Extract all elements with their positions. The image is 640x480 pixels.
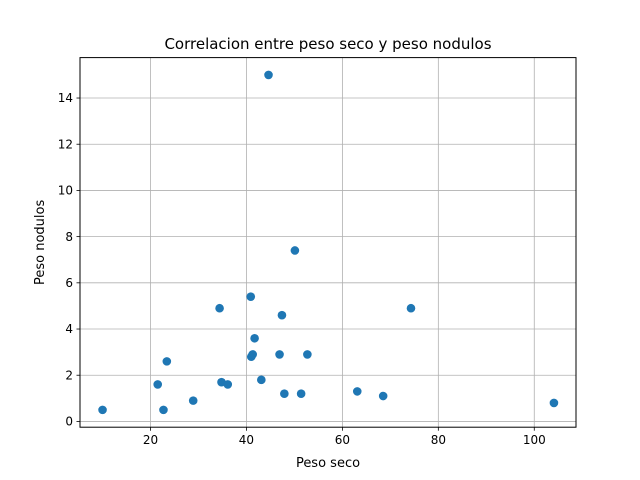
x-tick-label: 40 <box>239 433 254 447</box>
data-point <box>98 405 107 415</box>
x-tick-label: 20 <box>143 433 158 447</box>
y-tick-label: 4 <box>65 322 73 336</box>
ticks-layer: 20 40 60 80 100 0 2 4 6 8 10 12 14 <box>58 91 546 447</box>
grid-layer <box>80 57 576 428</box>
y-axis-label: Peso nodulos <box>33 200 48 285</box>
data-point <box>250 333 259 343</box>
x-tick-label: 60 <box>335 433 350 447</box>
data-point <box>277 310 287 320</box>
data-point <box>275 350 284 359</box>
data-point <box>378 391 388 401</box>
data-point <box>159 405 168 415</box>
y-tick-label: 8 <box>65 230 73 244</box>
data-point <box>153 380 163 389</box>
data-point <box>248 350 257 359</box>
y-tick-label: 6 <box>65 276 73 290</box>
y-tick-label: 14 <box>58 91 73 105</box>
data-point <box>549 398 559 408</box>
plot-frame <box>79 57 577 428</box>
data-point <box>296 389 306 399</box>
data-point <box>246 292 256 301</box>
y-tick-label: 10 <box>58 184 73 198</box>
data-point <box>290 246 300 255</box>
y-tick-label: 2 <box>65 368 73 382</box>
x-axis-label: Peso seco <box>296 456 360 471</box>
data-point <box>264 70 273 80</box>
y-tick-label: 12 <box>58 137 73 151</box>
data-point <box>257 375 266 385</box>
data-point <box>406 303 416 313</box>
y-tick-label: 0 <box>65 415 73 429</box>
data-point <box>215 303 224 313</box>
data-point <box>280 389 289 399</box>
data-point <box>223 380 233 389</box>
data-point <box>303 350 312 359</box>
data-point <box>162 357 172 366</box>
data-point <box>352 387 362 396</box>
x-tick-label: 100 <box>523 433 546 447</box>
points-layer <box>98 70 559 415</box>
data-point <box>188 396 198 405</box>
x-tick-label: 80 <box>431 433 446 447</box>
chart-title: Correlacion entre peso seco y peso nodul… <box>164 35 491 53</box>
